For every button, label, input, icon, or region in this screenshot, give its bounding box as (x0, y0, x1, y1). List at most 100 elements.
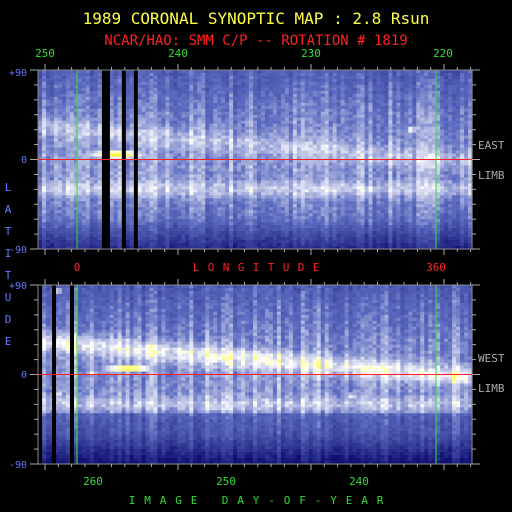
map-cell (380, 72, 385, 77)
map-cell (324, 75, 330, 80)
map-cell (137, 183, 143, 187)
map-cell (268, 70, 274, 74)
map-cell (69, 204, 75, 208)
map-cell (157, 93, 163, 98)
map-cell (173, 162, 178, 167)
map-cell (416, 102, 421, 107)
map-cell (189, 153, 194, 158)
map-cell (145, 132, 151, 137)
map-cell (173, 120, 178, 125)
map-cell (364, 147, 370, 152)
map-cell (113, 153, 119, 158)
map-cell (288, 135, 294, 140)
map-cell (432, 198, 437, 202)
map-cell (209, 144, 214, 149)
map-cell (284, 75, 290, 80)
map-cell (225, 108, 230, 113)
map-cell (296, 192, 302, 196)
map-cell (444, 129, 449, 134)
map-cell (65, 171, 71, 176)
map-cell (264, 183, 270, 187)
map-cell (352, 204, 358, 208)
map-cell (352, 81, 358, 86)
map-cell (145, 198, 151, 202)
map-cell (404, 192, 409, 196)
map-cell (264, 144, 270, 149)
map-cell (137, 144, 143, 149)
map-cell (209, 147, 214, 152)
map-cell (344, 132, 350, 137)
map-cell (73, 135, 79, 140)
map-cell (97, 114, 103, 119)
map-cell (73, 171, 79, 176)
map-cell (189, 123, 194, 128)
map-cell (456, 180, 461, 184)
map-cell (177, 159, 182, 164)
map-cell (448, 87, 453, 92)
map-cell (412, 87, 417, 92)
map-cell (368, 186, 374, 190)
map-cell (308, 150, 314, 155)
map-cell (73, 138, 79, 143)
map-cell (328, 153, 334, 158)
map-cell (460, 165, 465, 170)
map-cell (384, 180, 389, 184)
map-cell (109, 183, 115, 187)
map-cell (360, 165, 366, 170)
map-cell (392, 156, 397, 161)
map-cell (280, 78, 286, 83)
map-cell (237, 99, 242, 104)
map-cell (193, 147, 198, 152)
map-cell (165, 102, 170, 107)
map-cell (89, 132, 95, 137)
map-cell (241, 123, 246, 128)
map-cell (324, 183, 330, 187)
map-cell (460, 90, 465, 95)
map-cell (129, 72, 135, 77)
map-cell (348, 99, 354, 104)
map-cell (205, 105, 210, 110)
map-cell (360, 78, 366, 83)
map-cell (396, 111, 401, 116)
map-cell (65, 72, 71, 77)
map-cell (452, 156, 457, 161)
map-cell (460, 159, 465, 164)
map-cell (157, 138, 163, 143)
map-cell (229, 70, 234, 74)
map-cell (388, 159, 393, 164)
map-cell (129, 135, 135, 140)
map-cell (300, 174, 306, 178)
map-cell (416, 108, 421, 113)
map-cell (288, 87, 294, 92)
map-cell (185, 87, 190, 92)
map-cell (328, 78, 334, 83)
map-cell (264, 189, 270, 193)
map-cell (209, 135, 214, 140)
map-cell (53, 183, 59, 187)
map-cell (384, 108, 389, 113)
map-cell (249, 159, 254, 164)
map-cell (145, 90, 151, 95)
map-cell (137, 162, 143, 167)
map-cell (288, 102, 294, 107)
map-cell (280, 99, 286, 104)
map-cell (157, 102, 163, 107)
map-cell (308, 81, 314, 86)
map-cell (352, 111, 358, 116)
map-cell (440, 111, 445, 116)
map-cell (264, 123, 270, 128)
map-cell (464, 111, 469, 116)
map-cell (464, 153, 469, 158)
map-cell (420, 177, 425, 181)
map-cell (173, 156, 178, 161)
map-cell (253, 144, 258, 149)
map-cell (464, 70, 469, 74)
map-cell (129, 126, 135, 131)
map-cell (97, 159, 103, 164)
map-cell (364, 81, 370, 86)
map-cell (89, 93, 95, 98)
map-cell (260, 138, 266, 143)
map-cell (464, 195, 469, 199)
map-cell (336, 201, 342, 205)
map-cell (452, 129, 457, 134)
